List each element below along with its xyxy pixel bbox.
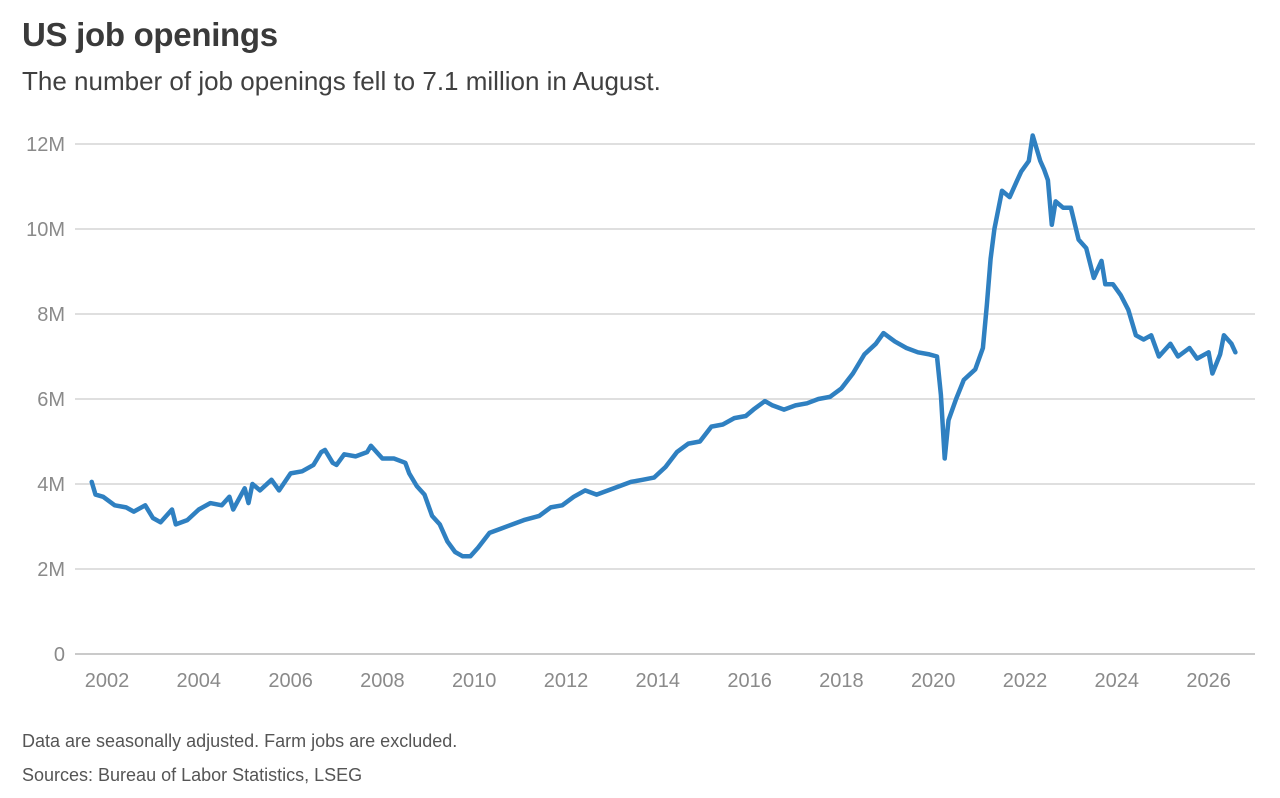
x-tick-label: 2012: [544, 670, 589, 692]
x-axis-ticks: 2002 2004 2006 2008 2010 2012 2014 2016 2018 2020…: [85, 670, 1231, 692]
y-tick-label: 10M: [26, 219, 65, 241]
chart-title: US job openings: [22, 16, 278, 53]
chart-subtitle: The number of job openings fell to 7.1 m…: [22, 66, 661, 96]
gridlines: [75, 143, 1255, 655]
footnote: Data are seasonally adjusted. Farm jobs …: [22, 731, 458, 751]
x-tick-label: 2016: [727, 670, 772, 692]
x-tick-label: 2026: [1186, 670, 1231, 692]
y-tick-label: 4M: [37, 474, 65, 496]
y-tick-label: 8M: [37, 304, 65, 326]
y-tick-label: 0: [54, 644, 65, 666]
series-layer: [89, 133, 1238, 559]
y-tick-label: 6M: [37, 389, 65, 411]
x-tick-label: 2010: [452, 670, 497, 692]
x-tick-label: 2018: [819, 670, 864, 692]
source-note: Sources: Bureau of Labor Statistics, LSE…: [22, 765, 363, 785]
x-tick-label: 2020: [911, 670, 956, 692]
series-line-job-openings: [89, 133, 1238, 559]
y-axis-ticks: 0 2M 4M 6M 8M 10M 12M: [26, 134, 65, 666]
x-tick-label: 2008: [360, 670, 405, 692]
y-tick-label: 2M: [37, 559, 65, 581]
x-tick-label: 2024: [1095, 670, 1140, 692]
x-tick-label: 2014: [636, 670, 681, 692]
x-tick-label: 2022: [1003, 670, 1048, 692]
x-tick-label: 2002: [85, 670, 130, 692]
x-tick-label: 2006: [268, 670, 313, 692]
x-tick-label: 2004: [177, 670, 222, 692]
y-tick-label: 12M: [26, 134, 65, 156]
